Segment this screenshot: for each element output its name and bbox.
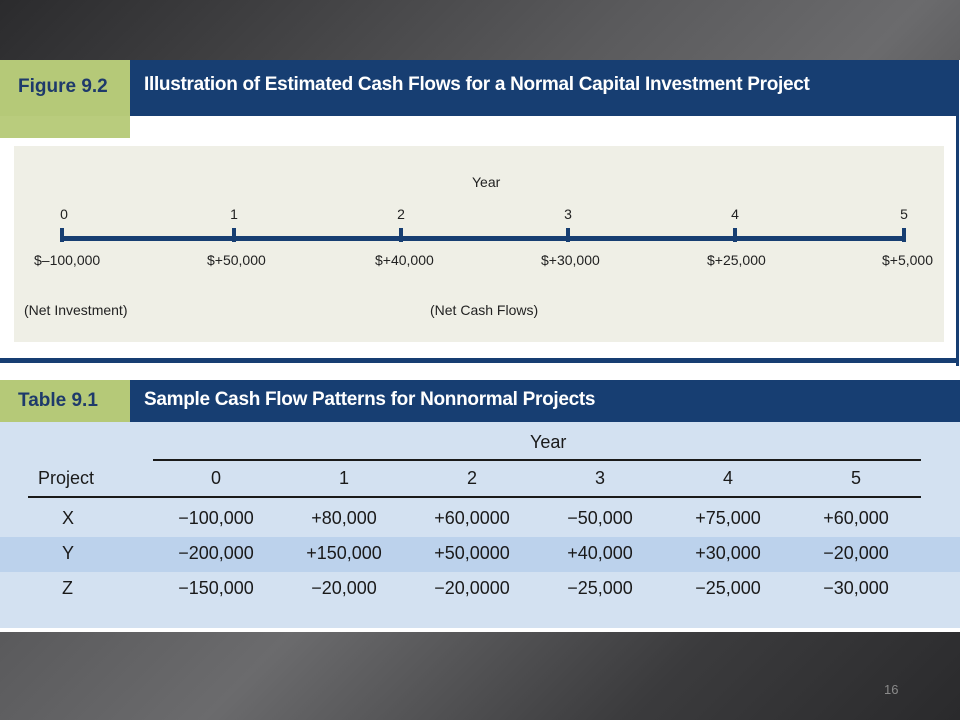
table-cell: −200,000 <box>178 543 254 563</box>
figure-right-rule <box>956 60 959 366</box>
table-cell: −30,000 <box>823 578 889 598</box>
table-row: X −100,000 +80,000 +60,0000 −50,000 +75,… <box>0 502 960 537</box>
figure-label: Figure 9.2 <box>18 76 108 97</box>
timeline-year-3: 3 <box>564 206 572 222</box>
table-cell: −150,000 <box>178 578 254 598</box>
table-col-0: 0 <box>210 468 221 488</box>
table-title: Sample Cash Flow Patterns for Nonnormal … <box>144 389 596 410</box>
table-body: Year Project 0 1 2 3 4 5 X −100,000 +80,… <box>0 422 960 628</box>
table-cell: −100,000 <box>178 508 254 528</box>
figure-label-box: Figure 9.2 <box>0 60 130 116</box>
table-label-box: Table 9.1 <box>0 380 130 422</box>
timeline-tick-4 <box>733 228 737 242</box>
table-col-1: 1 <box>338 468 349 488</box>
table-col-3: 3 <box>594 468 605 488</box>
table-cell: +30,000 <box>695 543 761 563</box>
table-cell: −20,000 <box>311 578 377 598</box>
table-cell: +75,000 <box>695 508 761 528</box>
table-row: Y −200,000 +150,000 +50,0000 +40,000 +30… <box>0 537 960 572</box>
cash-flow-year-1: $+50,000 <box>207 252 266 268</box>
table-cell: +80,000 <box>311 508 377 528</box>
cash-flow-year-2: $+40,000 <box>375 252 434 268</box>
table-cell: −25,000 <box>695 578 761 598</box>
slide-page-number: 16 <box>884 682 899 697</box>
cash-flow-year-5: $+5,000 <box>882 252 933 268</box>
table-cell: −20,0000 <box>434 578 510 598</box>
table-body-top <box>130 422 960 444</box>
table-year-header: Year <box>530 432 567 452</box>
timeline-year-2: 2 <box>397 206 405 222</box>
table-cell: +60,000 <box>823 508 889 528</box>
timeline-year-5: 5 <box>900 206 908 222</box>
table-label: Table 9.1 <box>18 390 98 411</box>
table-row-project: X <box>62 508 75 528</box>
net-investment-note: (Net Investment) <box>24 302 128 318</box>
table-project-header: Project <box>38 468 95 488</box>
table-col-2: 2 <box>466 468 477 488</box>
table-cell: +50,0000 <box>434 543 510 563</box>
cash-flow-year-3: $+30,000 <box>541 252 600 268</box>
table-row-project: Z <box>62 578 73 598</box>
figure-label-accent <box>0 116 130 138</box>
table-col-4: 4 <box>722 468 733 488</box>
timeline-year-0: 0 <box>60 206 68 222</box>
net-cash-flows-note: (Net Cash Flows) <box>430 302 539 318</box>
table-row: Z −150,000 −20,000 −20,0000 −25,000 −25,… <box>0 572 960 607</box>
cash-flow-year-4: $+25,000 <box>707 252 766 268</box>
table-cell: +40,000 <box>567 543 633 563</box>
timeline-tick-5 <box>902 228 906 242</box>
table-cell: −50,000 <box>567 508 633 528</box>
table-title-bar: Sample Cash Flow Patterns for Nonnormal … <box>130 380 960 422</box>
timeline-line <box>60 236 906 241</box>
table-col-5: 5 <box>850 468 861 488</box>
table-cell: +150,000 <box>306 543 382 563</box>
table-cell: +60,0000 <box>434 508 510 528</box>
figure-title: Illustration of Estimated Cash Flows for… <box>144 74 810 95</box>
timeline-tick-3 <box>566 228 570 242</box>
timeline-year-1: 1 <box>230 206 238 222</box>
timeline-year-4: 4 <box>731 206 739 222</box>
timeline-year-label: Year <box>472 174 501 190</box>
figure-header: Figure 9.2 Illustration of Estimated Cas… <box>0 60 960 140</box>
figure-bottom-rule <box>0 358 956 363</box>
table-header-rule <box>28 496 921 498</box>
timeline-tick-2 <box>399 228 403 242</box>
timeline-tick-1 <box>232 228 236 242</box>
table-cell: −25,000 <box>567 578 633 598</box>
figure-title-bar: Illustration of Estimated Cash Flows for… <box>130 60 956 116</box>
timeline-tick-0 <box>60 228 64 242</box>
table-year-rule <box>153 459 921 461</box>
figure-area <box>14 146 944 342</box>
cash-flow-year-0: $–100,000 <box>34 252 101 268</box>
table-row-project: Y <box>62 543 75 563</box>
table-cell: −20,000 <box>823 543 889 563</box>
slide-panel: Figure 9.2 Illustration of Estimated Cas… <box>0 60 960 632</box>
